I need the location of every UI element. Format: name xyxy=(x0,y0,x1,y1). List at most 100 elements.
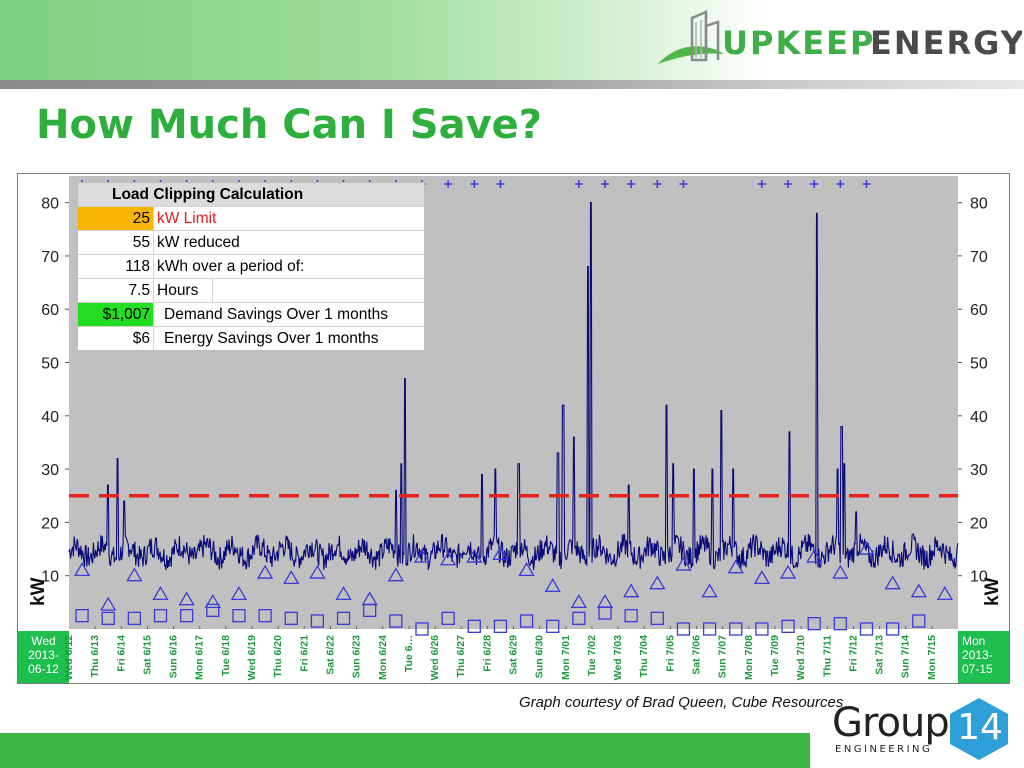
triangle-marker xyxy=(649,575,666,590)
footer-band xyxy=(0,733,810,768)
plus-marker xyxy=(496,180,505,188)
x-day-label: Thu 6/20 xyxy=(272,635,284,678)
plus-marker xyxy=(679,180,688,188)
square-marker xyxy=(336,611,351,625)
square-marker xyxy=(258,609,272,623)
triangle-marker xyxy=(387,567,404,582)
triangle-marker xyxy=(440,551,457,566)
triangle-marker xyxy=(413,548,431,563)
triangle-marker xyxy=(623,583,640,598)
x-day-label: Mon 7/01 xyxy=(560,635,572,680)
x-day-label: Thu 6/27 xyxy=(455,635,467,678)
x-day-label: Thu 6/13 xyxy=(89,635,101,678)
building-leaf-icon xyxy=(658,10,724,64)
calc-value: 55 xyxy=(78,231,154,254)
triangle-marker xyxy=(570,594,587,609)
triangle-marker xyxy=(936,586,954,601)
y-tick-label-left: 40 xyxy=(41,409,59,426)
square-marker xyxy=(885,622,900,636)
y-tick-label-right: 60 xyxy=(970,302,988,319)
triangle-marker xyxy=(178,591,195,606)
triangle-marker xyxy=(309,564,326,579)
x-day-label: Wed 7/10 xyxy=(795,635,807,680)
x-day-label: Sat 6/22 xyxy=(324,635,336,675)
calc-label: Demand Savings Over 1 months xyxy=(164,305,388,323)
calc-label: Hours xyxy=(157,281,199,299)
graph-credit: Graph courtesy of Brad Queen, Cube Resou… xyxy=(519,694,844,711)
square-marker xyxy=(310,614,325,628)
square-marker xyxy=(859,622,874,636)
square-marker xyxy=(389,614,403,628)
y-axis-label-right: kW xyxy=(982,577,1003,606)
x-day-label: Tue 6/18 xyxy=(220,635,232,676)
y-tick-label-right: 30 xyxy=(970,462,988,479)
triangle-marker xyxy=(753,570,771,585)
triangle-marker xyxy=(884,575,901,590)
x-day-label: Sun 6/23 xyxy=(351,635,363,678)
triangle-marker xyxy=(73,562,91,577)
x-day-label: Sat 7/13 xyxy=(874,635,886,675)
x-day-label: Fri 6/14 xyxy=(115,635,127,672)
square-marker xyxy=(598,606,612,620)
plus-marker xyxy=(653,180,662,188)
y-tick-label-left: 50 xyxy=(41,356,59,373)
square-marker xyxy=(153,609,168,623)
square-marker xyxy=(807,617,821,631)
triangle-marker xyxy=(675,556,692,571)
calc-row-hours: 7.5 Hours xyxy=(78,278,424,302)
plus-marker xyxy=(810,180,819,188)
square-marker xyxy=(702,622,717,636)
start-date-label: 2013- xyxy=(28,648,59,662)
header-band xyxy=(0,0,1024,80)
calc-label: kWh over a period of: xyxy=(157,257,305,275)
calc-row-limit: 25 kW Limit xyxy=(78,206,424,230)
square-marker xyxy=(755,622,769,636)
x-day-label: Tue 6… xyxy=(403,635,415,672)
plus-marker xyxy=(836,180,845,188)
x-day-label: Wed 6/19 xyxy=(246,635,258,680)
x-day-label: Tue 7/09 xyxy=(769,635,781,676)
y-tick-label-right: 20 xyxy=(970,515,988,532)
slide-title: How Much Can I Save? xyxy=(36,102,542,148)
square-marker xyxy=(729,622,743,636)
calc-value: $6 xyxy=(78,327,154,350)
triangle-marker xyxy=(100,596,117,611)
group14-subtitle: ENGINEERING xyxy=(835,744,933,755)
calc-label: kW Limit xyxy=(157,209,217,227)
y-tick-label-left: 70 xyxy=(41,249,59,266)
triangle-marker xyxy=(152,586,169,601)
plus-marker xyxy=(627,180,636,188)
y-tick-label-left: 20 xyxy=(41,515,59,532)
calc-row-kwh: 118 kWh over a period of: xyxy=(78,254,424,278)
calc-value: $1,007 xyxy=(78,303,154,326)
square-marker xyxy=(441,611,455,625)
upkeep-energy-logo: UPKEEP ENERGY xyxy=(658,10,1022,64)
y-tick-label-left: 10 xyxy=(41,569,59,586)
triangle-marker xyxy=(256,564,274,579)
calc-value: 7.5 xyxy=(78,279,154,302)
group14-wordmark: Group xyxy=(832,700,950,746)
x-day-label: Thu 7/04 xyxy=(638,635,650,678)
square-marker xyxy=(363,603,377,617)
header-rule xyxy=(0,80,1024,89)
group14-hex-icon xyxy=(950,698,1008,760)
plus-marker xyxy=(574,180,583,188)
triangle-marker xyxy=(858,540,875,555)
x-day-label: Wed 6/26 xyxy=(429,635,441,680)
kw-load-line xyxy=(68,202,959,571)
x-day-label: Mon 6/24 xyxy=(377,635,389,680)
triangle-marker xyxy=(806,548,823,563)
triangle-marker xyxy=(335,586,352,601)
triangle-marker xyxy=(283,570,300,585)
x-day-label: Sun 6/30 xyxy=(534,635,546,678)
calc-title: Load Clipping Calculation xyxy=(112,185,304,203)
plus-marker xyxy=(862,180,871,188)
x-day-label: Fri 7/12 xyxy=(847,635,859,672)
square-marker xyxy=(101,611,115,625)
square-marker xyxy=(572,611,586,625)
square-marker xyxy=(232,609,246,623)
y-tick-label-left: 60 xyxy=(41,302,59,319)
x-day-label: Fri 6/28 xyxy=(481,635,493,672)
triangle-marker xyxy=(727,559,744,574)
